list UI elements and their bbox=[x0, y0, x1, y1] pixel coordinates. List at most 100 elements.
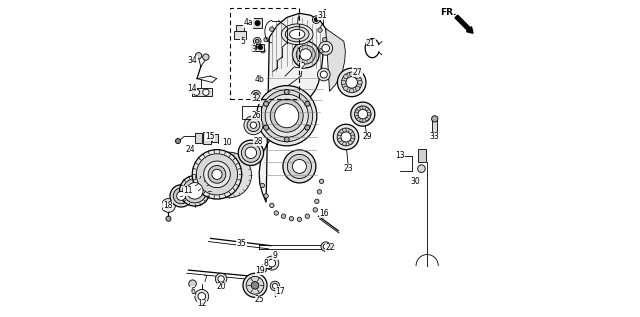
Text: 25: 25 bbox=[255, 295, 264, 304]
Circle shape bbox=[355, 106, 371, 122]
Ellipse shape bbox=[285, 27, 309, 42]
Circle shape bbox=[189, 280, 196, 288]
Circle shape bbox=[296, 45, 316, 64]
Circle shape bbox=[247, 119, 260, 132]
Text: 17: 17 bbox=[276, 287, 285, 295]
Circle shape bbox=[253, 37, 261, 45]
Text: 8: 8 bbox=[264, 259, 269, 268]
Circle shape bbox=[313, 208, 317, 212]
Circle shape bbox=[319, 41, 333, 55]
Bar bbox=[212, 134, 218, 142]
Circle shape bbox=[255, 39, 259, 43]
Circle shape bbox=[282, 214, 286, 218]
Circle shape bbox=[203, 54, 209, 60]
Circle shape bbox=[275, 104, 299, 128]
Circle shape bbox=[351, 135, 355, 139]
Circle shape bbox=[208, 165, 226, 183]
Circle shape bbox=[218, 164, 240, 186]
Circle shape bbox=[204, 161, 230, 188]
Circle shape bbox=[317, 190, 321, 194]
Circle shape bbox=[319, 49, 324, 53]
Circle shape bbox=[338, 138, 342, 142]
Circle shape bbox=[355, 74, 360, 79]
Circle shape bbox=[253, 93, 259, 98]
Bar bbox=[251, 44, 264, 51]
Circle shape bbox=[305, 101, 310, 107]
Circle shape bbox=[268, 259, 276, 267]
Circle shape bbox=[297, 217, 301, 222]
Text: 1: 1 bbox=[323, 9, 327, 18]
Text: 26: 26 bbox=[251, 111, 260, 120]
FancyArrow shape bbox=[455, 15, 473, 33]
Circle shape bbox=[261, 267, 265, 271]
Circle shape bbox=[212, 169, 222, 179]
Circle shape bbox=[269, 203, 274, 208]
Circle shape bbox=[292, 41, 319, 68]
Text: 12: 12 bbox=[197, 299, 207, 308]
Circle shape bbox=[265, 256, 279, 270]
Circle shape bbox=[349, 72, 354, 76]
Circle shape bbox=[305, 125, 310, 130]
Text: 18: 18 bbox=[163, 201, 173, 210]
Circle shape bbox=[246, 276, 264, 294]
Circle shape bbox=[161, 198, 175, 212]
Text: 7: 7 bbox=[202, 275, 207, 284]
Text: 3: 3 bbox=[251, 45, 256, 54]
Circle shape bbox=[173, 188, 189, 204]
Circle shape bbox=[292, 159, 307, 173]
Circle shape bbox=[255, 21, 260, 26]
Circle shape bbox=[358, 80, 362, 85]
Text: 22: 22 bbox=[325, 243, 335, 252]
Circle shape bbox=[186, 183, 203, 199]
Circle shape bbox=[259, 265, 267, 273]
Text: 31: 31 bbox=[317, 11, 327, 20]
Circle shape bbox=[342, 128, 346, 132]
Bar bbox=[230, 8, 300, 99]
Circle shape bbox=[218, 276, 224, 282]
Circle shape bbox=[342, 142, 346, 146]
Circle shape bbox=[260, 49, 265, 53]
Circle shape bbox=[287, 154, 312, 178]
Polygon shape bbox=[326, 29, 346, 91]
Circle shape bbox=[341, 80, 346, 85]
Text: 29: 29 bbox=[362, 133, 372, 141]
Text: 21: 21 bbox=[366, 39, 376, 48]
Circle shape bbox=[192, 150, 242, 199]
Circle shape bbox=[349, 88, 354, 93]
Circle shape bbox=[183, 179, 207, 203]
Bar bbox=[264, 262, 271, 268]
Circle shape bbox=[206, 152, 252, 198]
Bar bbox=[432, 119, 437, 135]
Bar bbox=[419, 149, 426, 162]
Circle shape bbox=[270, 99, 303, 132]
Circle shape bbox=[180, 176, 210, 206]
Circle shape bbox=[315, 199, 319, 204]
Text: 4b: 4b bbox=[255, 75, 265, 84]
Circle shape bbox=[323, 244, 328, 249]
Circle shape bbox=[367, 113, 371, 116]
Text: 19: 19 bbox=[255, 266, 264, 275]
Circle shape bbox=[244, 116, 263, 135]
Ellipse shape bbox=[282, 24, 313, 45]
Text: 16: 16 bbox=[319, 209, 329, 217]
Circle shape bbox=[252, 281, 259, 289]
Bar bbox=[236, 25, 244, 31]
Text: 2: 2 bbox=[300, 62, 305, 71]
Circle shape bbox=[250, 122, 257, 128]
Text: 15: 15 bbox=[205, 132, 215, 141]
Text: 33: 33 bbox=[430, 133, 440, 141]
Circle shape bbox=[348, 130, 352, 133]
Text: 32: 32 bbox=[251, 94, 260, 103]
Bar bbox=[234, 31, 246, 39]
Circle shape bbox=[360, 107, 363, 110]
Circle shape bbox=[196, 154, 237, 195]
Text: 13: 13 bbox=[396, 152, 405, 160]
Text: 35: 35 bbox=[237, 239, 246, 248]
Text: 28: 28 bbox=[253, 137, 263, 146]
Circle shape bbox=[431, 116, 438, 122]
Circle shape bbox=[355, 115, 358, 119]
Circle shape bbox=[269, 27, 274, 31]
Circle shape bbox=[260, 90, 313, 142]
Circle shape bbox=[333, 124, 358, 150]
Text: 14: 14 bbox=[188, 84, 197, 93]
